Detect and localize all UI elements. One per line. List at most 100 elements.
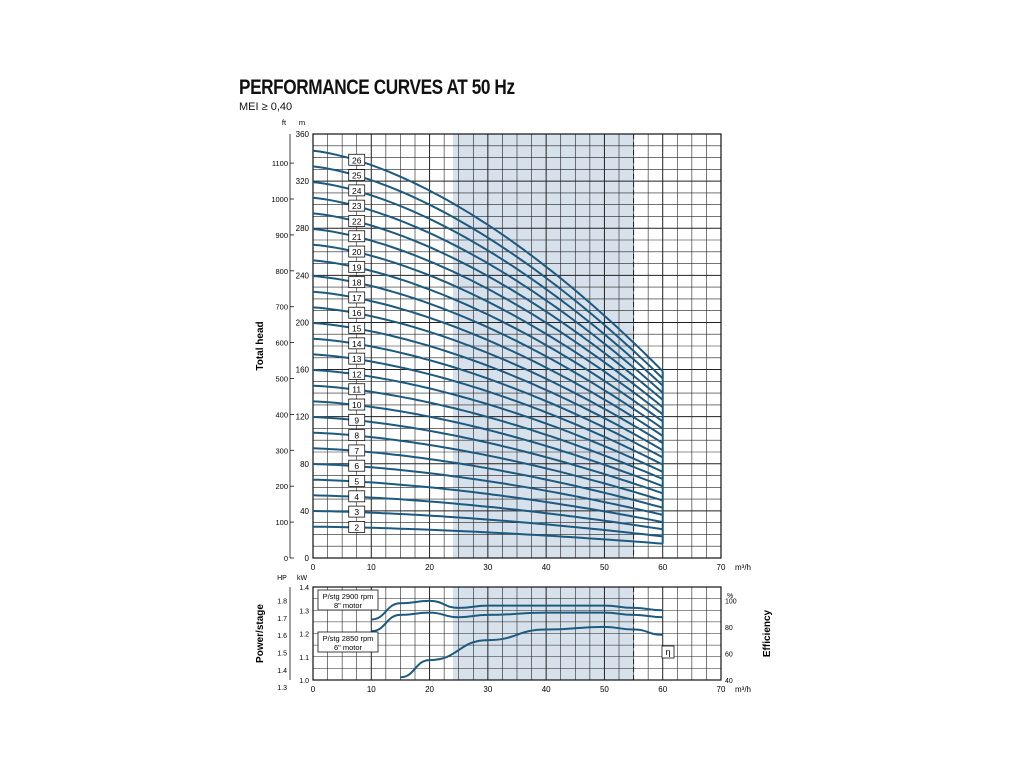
motor8-label-box [317,589,379,611]
y-tick-label-pct: 60 [725,651,733,658]
y-axis-title-right: Efficiency [762,609,773,657]
y-tick-label-pct: 80 [725,625,733,632]
stage-label-15: 15 [352,324,362,334]
y-tick-label-kw: 1.0 [299,678,309,685]
eta-label: η [665,647,670,657]
y-tick-label-hp: 1.8 [277,598,287,605]
y-tick-label-m: 0 [305,554,310,563]
efficiency-curve [400,625,663,679]
stage-label-box [348,429,366,442]
eta-label-box [661,645,675,659]
stage-curve-3 [312,510,663,538]
stage-label-box [348,459,366,472]
y-tick-label-ft: 700 [275,303,288,312]
stage-label-box [348,291,366,304]
y-tick-label-m: 120 [296,413,310,422]
y-tick-label-ft: 1100 [272,159,288,168]
stage-label-26: 26 [352,155,362,165]
y-tick-label-kw: 1.2 [299,632,309,639]
plot-frame [312,133,722,559]
stage-label-box [348,444,366,457]
stage-label-14: 14 [352,339,362,349]
stage-curve-7 [312,447,663,509]
y-tick-label-m: 320 [296,177,310,186]
stage-curve-13 [312,353,664,466]
pct-unit-label: % [727,593,733,600]
y-tick-label-m: 40 [300,507,309,516]
motor6-label-box [317,631,379,653]
stage-curve-6 [312,463,663,516]
stage-label-box [348,184,366,197]
y-tick-label-m: 240 [296,271,310,280]
power-curve-6in [371,611,663,633]
stage-label-2: 2 [354,522,359,532]
x-tick-label: 40 [542,563,551,572]
stage-label-6: 6 [354,461,359,471]
stage-label-23: 23 [352,201,362,211]
stage-label-21: 21 [352,232,362,242]
stage-label-box [348,276,366,289]
stage-label-19: 19 [352,262,362,272]
stage-curve-14 [312,337,664,459]
y-tick-label-ft: 500 [275,375,288,384]
y-tick-label-pct: 100 [725,598,737,605]
stage-curve-25 [312,165,664,380]
x-tick-label: 30 [483,563,492,572]
plot-frame-bottom [312,586,722,681]
m-unit-label: m [299,118,305,127]
stage-label-box [348,153,366,166]
x-tick-label-bottom: 50 [600,685,609,694]
y-tick-label-ft: 200 [275,482,288,491]
x-tick-label-bottom: 30 [483,685,492,694]
stage-label-box [348,260,366,273]
x-tick-label: 10 [367,563,376,572]
x-tick-label-bottom: 70 [717,685,726,694]
stage-label-box [348,413,366,426]
y-tick-label-pct: 40 [725,678,733,685]
y-tick-label-kw: 1.1 [299,655,309,662]
y-axis-title-left: Power/stage [255,604,266,663]
y-tick-label-ft: 300 [275,446,288,455]
stage-label-box [348,169,366,181]
stage-label-22: 22 [352,216,362,226]
x-axis-unit: m³/h [735,563,751,572]
y-tick-label-hp: 1.5 [277,650,287,657]
page-subtitle: MEI ≥ 0,40 [239,101,293,113]
y-tick-label-m: 360 [296,130,310,139]
y-tick-label-kw: 1.4 [299,585,309,592]
x-tick-label: 50 [600,563,609,572]
y-tick-label-ft: 900 [275,231,288,240]
y-tick-label-hp: 1.4 [277,668,287,675]
stage-label-box [348,199,366,212]
stage-curve-26 [312,149,664,372]
stage-label-box [348,352,366,365]
y-tick-label-hp: 1.6 [277,633,287,640]
y-tick-label-m: 160 [296,366,310,375]
x-tick-label-bottom: 10 [367,685,376,694]
x-tick-label-bottom: 40 [542,685,551,694]
stage-label-20: 20 [352,247,362,257]
stage-curve-17 [312,290,664,437]
stage-curve-4 [312,494,663,531]
stage-label-box [348,215,366,227]
stage-label-box [348,306,366,319]
x-tick-label-bottom: 20 [425,685,434,694]
stage-curve-2 [313,525,663,545]
stage-curve-5 [312,478,663,524]
x-tick-label: 20 [425,563,434,572]
stage-label-box [348,322,366,334]
y-tick-label-m: 200 [296,318,310,327]
stage-curve-8 [312,431,663,502]
stage-label-box [348,475,366,487]
y-tick-label-hp: 1.3 [277,685,287,692]
stage-label-box [348,230,366,243]
stage-label-box [348,368,366,380]
stage-curve-15 [312,322,664,452]
stage-label-16: 16 [352,308,362,318]
y-tick-label-ft: 1000 [271,195,288,204]
stage-curve-19 [312,259,664,423]
y-tick-label-ft: 400 [275,410,288,419]
stage-curve-9 [312,416,664,495]
motor6-label-line2: 6" motor [334,643,363,652]
motor8-label-line2: 8" motor [334,601,363,610]
